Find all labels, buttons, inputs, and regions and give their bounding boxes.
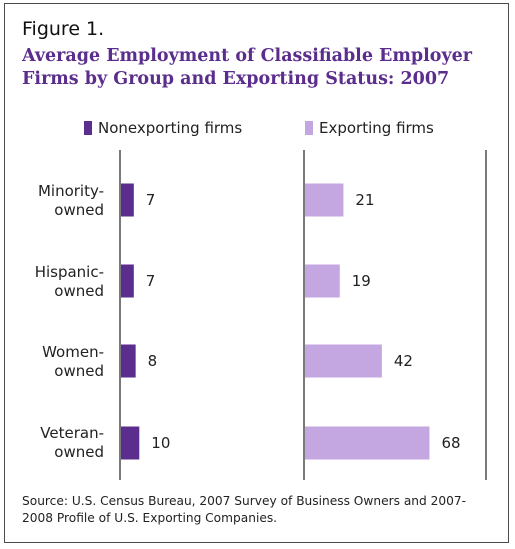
legend-label-nonexporting: Nonexporting firms xyxy=(98,119,243,137)
data-label-nonexporting-1: 7 xyxy=(146,272,156,290)
category-label-line1: Hispanic- xyxy=(34,263,104,281)
bar-exporting-0 xyxy=(305,183,344,217)
category-label-minority: Minority- owned xyxy=(18,182,104,220)
bar-exporting-1 xyxy=(305,264,340,298)
data-label-exporting-0: 21 xyxy=(355,191,374,209)
bar-nonexporting-3 xyxy=(121,426,140,460)
data-label-exporting-1: 19 xyxy=(352,272,371,290)
category-label-line1: Veteran- xyxy=(40,424,104,442)
data-label-exporting-2: 42 xyxy=(394,352,413,370)
legend-swatch-nonexporting xyxy=(84,121,92,135)
category-label-line2: owned xyxy=(54,201,104,219)
category-label-line2: owned xyxy=(54,443,104,461)
category-label-hispanic: Hispanic- owned xyxy=(18,263,104,301)
data-label-exporting-3: 68 xyxy=(441,434,460,452)
legend-swatch-exporting xyxy=(305,121,313,135)
category-label-line1: Women- xyxy=(42,343,104,361)
category-label-women: Women- owned xyxy=(18,343,104,381)
bar-exporting-2 xyxy=(305,344,382,378)
category-label-line2: owned xyxy=(54,362,104,380)
bar-nonexporting-0 xyxy=(121,183,134,217)
legend-item-exporting: Exporting firms xyxy=(305,119,434,137)
chart-title: Average Employment of Classifiable Emplo… xyxy=(22,46,472,89)
data-label-nonexporting-0: 7 xyxy=(146,191,156,209)
category-label-line2: owned xyxy=(54,282,104,300)
category-label-veteran: Veteran- owned xyxy=(18,424,104,462)
legend-label-exporting: Exporting firms xyxy=(319,119,434,137)
bar-exporting-3 xyxy=(305,426,430,460)
data-label-nonexporting-2: 8 xyxy=(148,352,158,370)
source-note: Source: U.S. Census Bureau, 2007 Survey … xyxy=(22,494,467,525)
legend-item-nonexporting: Nonexporting firms xyxy=(84,119,242,137)
bar-nonexporting-2 xyxy=(121,344,136,378)
bar-nonexporting-1 xyxy=(121,264,134,298)
category-label-line1: Minority- xyxy=(37,182,104,200)
figure-label: Figure 1. xyxy=(22,18,105,40)
data-label-nonexporting-3: 10 xyxy=(151,434,170,452)
